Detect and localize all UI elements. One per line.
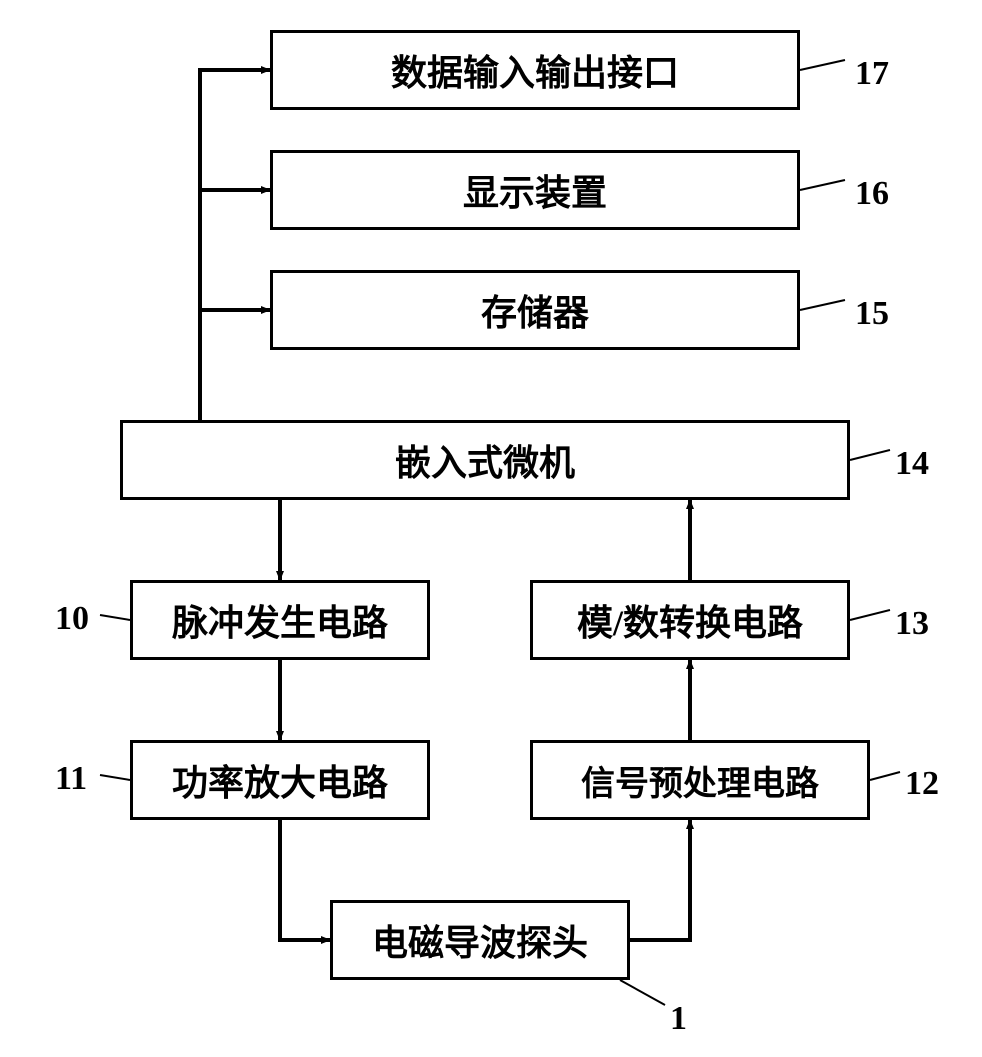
node-n15: 存储器 [270, 270, 800, 350]
node-label: 数据输入输出接口 [391, 44, 679, 96]
node-n17: 数据输入输出接口 [270, 30, 800, 110]
ref-label-1: 1 [670, 1000, 687, 1038]
ref-label-10: 10 [55, 600, 89, 638]
node-label: 模/数转换电路 [577, 594, 803, 646]
node-n16: 显示装置 [270, 150, 800, 230]
ref-label-text: 1 [670, 1000, 687, 1037]
ref-label-text: 15 [855, 295, 889, 332]
node-label: 脉冲发生电路 [172, 594, 388, 646]
ref-label-text: 12 [905, 765, 939, 802]
node-label: 显示装置 [463, 164, 607, 216]
node-label: 信号预处理电路 [581, 756, 819, 805]
node-n10: 脉冲发生电路 [130, 580, 430, 660]
node-label: 存储器 [481, 284, 589, 336]
ref-label-12: 12 [905, 765, 939, 803]
ref-label-11: 11 [55, 760, 87, 798]
ref-label-13: 13 [895, 605, 929, 643]
ref-label-text: 13 [895, 605, 929, 642]
ref-label-17: 17 [855, 55, 889, 93]
node-label: 电磁导波探头 [372, 914, 588, 966]
node-n11: 功率放大电路 [130, 740, 430, 820]
ref-label-text: 17 [855, 55, 889, 92]
ref-label-text: 10 [55, 600, 89, 637]
ref-label-16: 16 [855, 175, 889, 213]
ref-label-15: 15 [855, 295, 889, 333]
node-n14: 嵌入式微机 [120, 420, 850, 500]
ref-label-text: 16 [855, 175, 889, 212]
node-n13: 模/数转换电路 [530, 580, 850, 660]
ref-label-text: 14 [895, 445, 929, 482]
ref-label-14: 14 [895, 445, 929, 483]
node-n12: 信号预处理电路 [530, 740, 870, 820]
node-n1: 电磁导波探头 [330, 900, 630, 980]
node-label: 功率放大电路 [172, 754, 388, 806]
ref-label-text: 11 [55, 760, 87, 797]
node-label: 嵌入式微机 [395, 434, 575, 486]
